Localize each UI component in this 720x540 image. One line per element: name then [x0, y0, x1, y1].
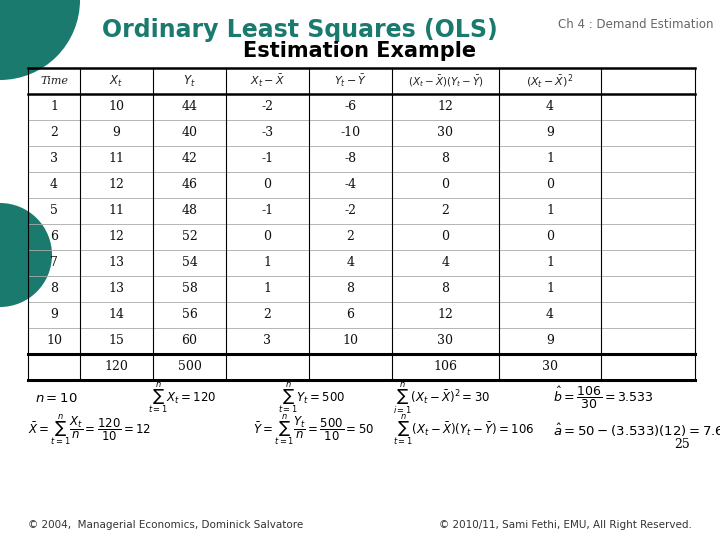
- Text: 13: 13: [109, 256, 125, 269]
- Text: 10: 10: [343, 334, 359, 348]
- Text: $(X_t-\bar{X})(Y_t-\bar{Y})$: $(X_t-\bar{X})(Y_t-\bar{Y})$: [408, 73, 483, 89]
- Text: -2: -2: [344, 205, 356, 218]
- Text: 12: 12: [438, 100, 454, 113]
- Text: 10: 10: [46, 334, 62, 348]
- Text: 30: 30: [542, 361, 558, 374]
- Wedge shape: [0, 0, 80, 80]
- Text: 12: 12: [109, 179, 125, 192]
- Text: 10: 10: [109, 100, 125, 113]
- Text: © 2004,  Managerial Economics, Dominick Salvatore: © 2004, Managerial Economics, Dominick S…: [28, 520, 303, 530]
- Text: 4: 4: [546, 100, 554, 113]
- Text: 12: 12: [438, 308, 454, 321]
- Text: 11: 11: [109, 205, 125, 218]
- Text: Estimation Example: Estimation Example: [243, 41, 477, 61]
- Text: 0: 0: [546, 179, 554, 192]
- Text: 1: 1: [264, 256, 271, 269]
- Text: 54: 54: [181, 256, 197, 269]
- Text: 1: 1: [546, 205, 554, 218]
- Text: 30: 30: [438, 126, 454, 139]
- Text: 0: 0: [264, 231, 271, 244]
- Text: Ch 4 : Demand Estimation: Ch 4 : Demand Estimation: [558, 17, 714, 30]
- Text: $\sum_{i=1}^{n} (X_t - \bar{X})^2 = 30$: $\sum_{i=1}^{n} (X_t - \bar{X})^2 = 30$: [393, 380, 490, 416]
- Text: -2: -2: [261, 100, 274, 113]
- Text: 8: 8: [346, 282, 354, 295]
- Text: 2: 2: [50, 126, 58, 139]
- Text: $\sum_{t=1}^{n} X_t = 120$: $\sum_{t=1}^{n} X_t = 120$: [148, 381, 216, 415]
- Text: -8: -8: [344, 152, 356, 165]
- Text: 0: 0: [441, 231, 449, 244]
- Text: Ordinary Least Squares (OLS): Ordinary Least Squares (OLS): [102, 18, 498, 42]
- Text: 2: 2: [264, 308, 271, 321]
- Text: 9: 9: [546, 126, 554, 139]
- Text: 9: 9: [112, 126, 120, 139]
- Text: 1: 1: [50, 100, 58, 113]
- Text: $\sum_{t=1}^{n} (X_t - \bar{X})(Y_t - \bar{Y}) = 106$: $\sum_{t=1}^{n} (X_t - \bar{X})(Y_t - \b…: [393, 413, 534, 448]
- Text: 52: 52: [181, 231, 197, 244]
- Text: 8: 8: [50, 282, 58, 295]
- Text: 0: 0: [264, 179, 271, 192]
- Text: 60: 60: [181, 334, 197, 348]
- Text: $X_t$: $X_t$: [109, 73, 124, 89]
- Text: 14: 14: [109, 308, 125, 321]
- Text: $\bar{Y} = \sum_{t=1}^{n} \dfrac{Y_t}{n} = \dfrac{500}{10} = 50$: $\bar{Y} = \sum_{t=1}^{n} \dfrac{Y_t}{n}…: [253, 413, 374, 448]
- Text: 11: 11: [109, 152, 125, 165]
- Text: 56: 56: [181, 308, 197, 321]
- Text: 2: 2: [441, 205, 449, 218]
- Text: 500: 500: [178, 361, 202, 374]
- Text: Time: Time: [40, 76, 68, 86]
- Text: $\hat{b} = \dfrac{106}{30} = 3.533$: $\hat{b} = \dfrac{106}{30} = 3.533$: [553, 385, 654, 411]
- Wedge shape: [0, 203, 52, 307]
- Text: $X_t - \bar{X}$: $X_t - \bar{X}$: [250, 73, 285, 89]
- Text: 1: 1: [264, 282, 271, 295]
- Text: 13: 13: [109, 282, 125, 295]
- Text: 3: 3: [264, 334, 271, 348]
- Text: -3: -3: [261, 126, 274, 139]
- Text: $Y_t$: $Y_t$: [183, 73, 196, 89]
- Text: -1: -1: [261, 205, 274, 218]
- Text: 9: 9: [50, 308, 58, 321]
- Text: 8: 8: [441, 152, 449, 165]
- Text: 3: 3: [50, 152, 58, 165]
- Text: 0: 0: [546, 231, 554, 244]
- Text: 2: 2: [346, 231, 354, 244]
- Text: -10: -10: [341, 126, 361, 139]
- Text: © 2010/11, Sami Fethi, EMU, All Right Reserved.: © 2010/11, Sami Fethi, EMU, All Right Re…: [439, 520, 692, 530]
- Text: 9: 9: [546, 334, 554, 348]
- Text: 1: 1: [546, 152, 554, 165]
- Text: 12: 12: [109, 231, 125, 244]
- Text: 5: 5: [50, 205, 58, 218]
- Text: 6: 6: [50, 231, 58, 244]
- Text: 1: 1: [546, 256, 554, 269]
- Text: 4: 4: [441, 256, 449, 269]
- Text: $n = 10$: $n = 10$: [35, 392, 78, 404]
- Text: $\hat{a} = 50 - (3.533)(12) = 7.60$: $\hat{a} = 50 - (3.533)(12) = 7.60$: [553, 421, 720, 438]
- Text: -1: -1: [261, 152, 274, 165]
- Text: -4: -4: [344, 179, 356, 192]
- Text: 15: 15: [109, 334, 125, 348]
- Text: 48: 48: [181, 205, 197, 218]
- Text: 44: 44: [181, 100, 197, 113]
- Text: 42: 42: [181, 152, 197, 165]
- Text: 4: 4: [346, 256, 354, 269]
- Text: 8: 8: [441, 282, 449, 295]
- Text: 4: 4: [50, 179, 58, 192]
- Text: $\bar{X} = \sum_{t=1}^{n} \dfrac{X_t}{n} = \dfrac{120}{10} = 12$: $\bar{X} = \sum_{t=1}^{n} \dfrac{X_t}{n}…: [28, 413, 151, 448]
- Text: 46: 46: [181, 179, 197, 192]
- Text: 0: 0: [441, 179, 449, 192]
- Text: $(X_t-\bar{X})^2$: $(X_t-\bar{X})^2$: [526, 72, 574, 90]
- Text: 30: 30: [438, 334, 454, 348]
- Text: $Y_t - \bar{Y}$: $Y_t - \bar{Y}$: [334, 73, 367, 89]
- Text: 1: 1: [546, 282, 554, 295]
- Text: 7: 7: [50, 256, 58, 269]
- Text: 4: 4: [546, 308, 554, 321]
- Text: 120: 120: [104, 361, 128, 374]
- Text: 6: 6: [346, 308, 354, 321]
- Text: 58: 58: [181, 282, 197, 295]
- Text: $\sum_{t=1}^{n} Y_t = 500$: $\sum_{t=1}^{n} Y_t = 500$: [278, 381, 346, 415]
- Text: 106: 106: [433, 361, 457, 374]
- Text: 25: 25: [674, 437, 690, 450]
- Text: -6: -6: [344, 100, 356, 113]
- Text: 40: 40: [181, 126, 197, 139]
